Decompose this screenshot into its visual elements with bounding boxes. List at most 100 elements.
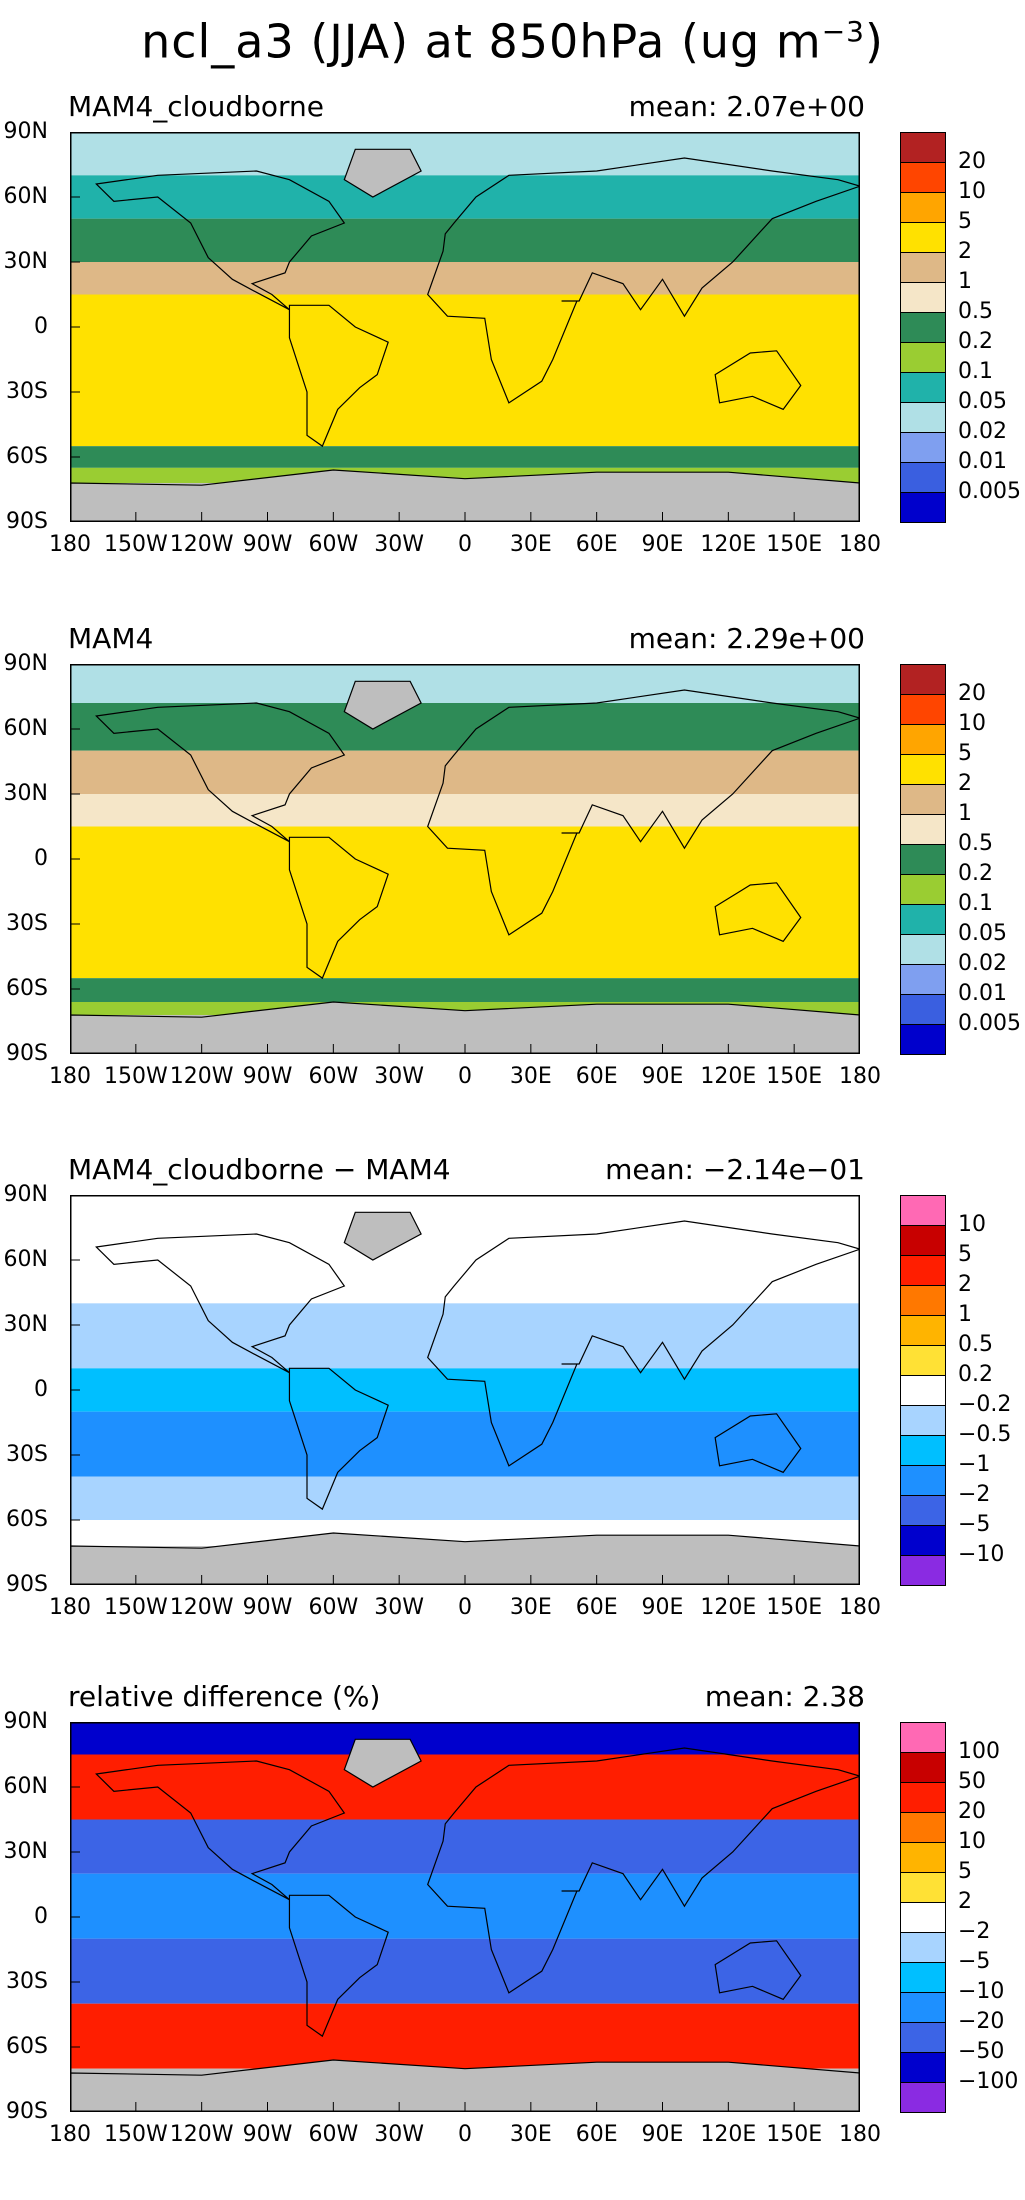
colorbar-label: 0.1: [958, 359, 993, 384]
colorbar-swatch: [900, 844, 946, 874]
lat-tick-label: 0: [34, 846, 48, 871]
coastline-africa-eurasia: [427, 689, 860, 936]
lon-tick-label: 0: [458, 2122, 472, 2147]
lat-tick-label: 60N: [3, 1774, 48, 1799]
colorbar-swatch: [900, 2082, 946, 2113]
lon-tick-label: 60E: [575, 1064, 618, 1089]
map-svg: [70, 132, 860, 522]
colorbar-label: 10: [958, 711, 986, 736]
field-band: [70, 218, 860, 262]
lon-tick-label: 120E: [700, 532, 757, 557]
lon-tick-label: 120E: [700, 1595, 757, 1620]
lon-tick-label: 180: [839, 1064, 881, 1089]
field-band: [70, 750, 860, 794]
colorbar-swatch: [900, 282, 946, 312]
panel-title: MAM4_cloudborne − MAM4: [68, 1153, 451, 1186]
coastline-antarctica: [70, 469, 860, 522]
lon-tick-label: 60W: [308, 1064, 359, 1089]
colorbar-label: 0.1: [958, 891, 993, 916]
coastline-africa-eurasia: [427, 1747, 860, 1994]
colorbar-swatch: [900, 1872, 946, 1902]
figure-title: ncl_a3 (JJA) at 850hPa (ug m−3): [141, 14, 884, 69]
lon-tick-label: 60E: [575, 1595, 618, 1620]
lon-tick-label: 180: [49, 1064, 91, 1089]
lat-tick-label: 30S: [6, 911, 48, 936]
field-band: [70, 294, 860, 447]
field-band: [70, 1411, 860, 1477]
colorbar-swatch: [900, 664, 946, 694]
colorbar-swatch: [900, 1525, 946, 1555]
lon-tick-label: 180: [839, 1595, 881, 1620]
lat-tick-label: 90N: [3, 651, 48, 676]
lat-tick-label: 90S: [6, 509, 48, 534]
coastline-south-america: [288, 836, 389, 980]
field-band: [70, 1873, 860, 1939]
field-band: [70, 1754, 860, 1820]
coastline-greenland: [343, 1211, 422, 1261]
lat-tick-label: 60S: [6, 2034, 48, 2059]
colorbar-swatch: [900, 754, 946, 784]
field-band: [70, 2003, 860, 2069]
lon-tick-label: 30W: [374, 2122, 425, 2147]
field-band: [70, 1819, 860, 1874]
lon-tick-label: 30E: [509, 1595, 552, 1620]
colorbar-swatch: [900, 964, 946, 994]
panel-cloudborne: MAM4_cloudborne mean: 2.07e+00 90N 60N 30N…: [0, 80, 1025, 610]
lat-tick-label: 90N: [3, 1182, 48, 1207]
colorbar-label: 2: [958, 1889, 972, 1914]
colorbar-swatch: [900, 162, 946, 192]
lat-tick-label: 0: [34, 1904, 48, 1929]
lon-tick-label: 150W: [103, 1064, 168, 1089]
colorbar-swatch: [900, 2022, 946, 2052]
lon-tick-label: 150E: [766, 1064, 823, 1089]
colorbar-label: 2: [958, 239, 972, 264]
coastline-australia: [714, 882, 802, 943]
map-svg: [70, 1195, 860, 1585]
colorbar-swatch: [900, 1375, 946, 1405]
lon-tick-label: 90E: [641, 1064, 684, 1089]
lat-tick-label: 30N: [3, 249, 48, 274]
colorbar-label: 2: [958, 771, 972, 796]
lat-tick-label: 60S: [6, 1507, 48, 1532]
colorbar-swatch: [900, 492, 946, 523]
panel-title: relative difference (%): [68, 1680, 381, 1713]
colorbar-label: 0.05: [958, 389, 1007, 414]
colorbar-label: −2: [958, 1482, 991, 1507]
colorbar: [900, 1722, 946, 2113]
field-band: [70, 446, 860, 468]
colorbar-swatch: [900, 462, 946, 492]
panel-mean: mean: 2.29e+00: [628, 622, 865, 655]
coastline-south-america: [288, 304, 389, 448]
colorbar-label: −50: [958, 2039, 1005, 2064]
colorbar-label: 0.01: [958, 449, 1007, 474]
panel-relative-difference: relative difference (%) mean: 2.38 90N 60…: [0, 1670, 1025, 2200]
coastline-greenland: [343, 148, 422, 198]
lat-tick-label: 90S: [6, 1572, 48, 1597]
colorbar-label: 0.02: [958, 951, 1007, 976]
lat-tick-label: 30N: [3, 781, 48, 806]
map-svg: [70, 1722, 860, 2112]
field-band: [70, 262, 860, 295]
colorbar-label: −5: [958, 1949, 991, 1974]
panel-difference: MAM4_cloudborne − MAM4 mean: −2.14e−01 9…: [0, 1143, 1025, 1673]
coastline-australia: [714, 1413, 802, 1474]
lon-tick-label: 30W: [374, 1064, 425, 1089]
colorbar-swatch: [900, 1225, 946, 1255]
lon-tick-label: 60E: [575, 2122, 618, 2147]
lon-tick-label: 150E: [766, 1595, 823, 1620]
lon-tick-label: 0: [458, 1064, 472, 1089]
colorbar-swatch: [900, 1842, 946, 1872]
coastline-antarctica: [70, 1001, 860, 1054]
colorbar-swatch: [900, 192, 946, 222]
field-band: [70, 703, 860, 751]
colorbar-swatch: [900, 1315, 946, 1345]
field-band: [70, 978, 860, 1002]
colorbar-swatch: [900, 1992, 946, 2022]
lat-tick-label: 60N: [3, 1247, 48, 1272]
colorbar-swatch: [900, 1902, 946, 1932]
lon-tick-label: 90W: [242, 1064, 293, 1089]
colorbar: [900, 1195, 946, 1586]
map-area: [70, 1195, 860, 1585]
lon-tick-label: 150W: [103, 1595, 168, 1620]
colorbar-label: −5: [958, 1512, 991, 1537]
